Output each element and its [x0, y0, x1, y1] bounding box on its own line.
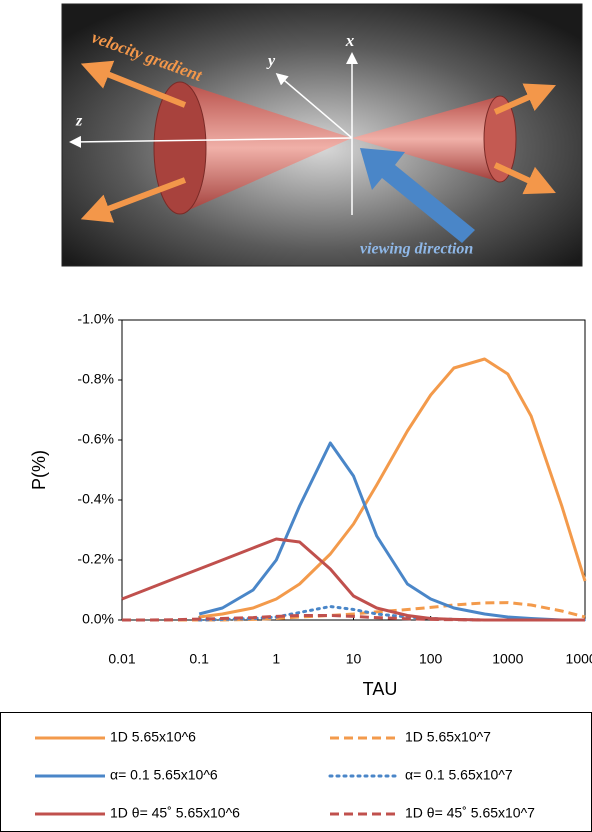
y-tick-label: -0.6% — [77, 431, 114, 447]
legend-label: 1D θ= 45˚ 5.65x10^7 — [405, 805, 535, 821]
arrow — [80, 60, 187, 108]
cone-left-base — [153, 81, 207, 215]
axis-label: x — [345, 31, 355, 50]
axis-z — [69, 135, 353, 148]
cone-left — [180, 82, 352, 214]
y-tick-label: -0.2% — [77, 551, 114, 567]
legend-label: 1D θ= 45˚ 5.65x10^6 — [110, 805, 240, 821]
series-line — [198, 441, 585, 622]
plot-frame — [121, 319, 586, 621]
axis-label: y — [266, 53, 276, 70]
x-tick-label: 10000 — [566, 651, 592, 667]
legend-label: 1D 5.65x10^7 — [405, 729, 491, 745]
axis-label: z — [75, 113, 83, 130]
axis-y — [275, 73, 353, 139]
y-axis-title: P(%) — [29, 450, 49, 490]
y-tick-label: -0.4% — [77, 491, 114, 507]
legend-label: α= 0.1 5.65x10^7 — [405, 767, 513, 783]
x-tick-label: 0.1 — [189, 651, 209, 667]
x-tick-label: 1000 — [492, 651, 523, 667]
y-tick-label: -0.8% — [77, 371, 114, 387]
arrow — [493, 162, 556, 195]
arrow — [80, 177, 187, 223]
legend-label: 1D 5.65x10^6 — [110, 729, 196, 745]
series-line — [122, 614, 585, 622]
series-line — [199, 357, 587, 619]
series-line — [121, 537, 585, 622]
y-tick-label: -1.0% — [77, 311, 114, 327]
x-tick-label: 0.01 — [108, 651, 135, 667]
x-axis-title: TAU — [363, 679, 398, 699]
view-arrow — [360, 148, 475, 243]
legend-label: α= 0.1 5.65x10^6 — [110, 767, 218, 783]
x-tick-label: 1 — [272, 651, 280, 667]
viewing-label: viewing direction — [360, 241, 473, 258]
cone-right — [352, 96, 500, 182]
cone-right-base — [483, 95, 517, 183]
diagram: velocity gradient x y z viewing directio… — [61, 3, 583, 267]
x-tick-label: 10 — [346, 651, 362, 667]
x-tick-label: 100 — [419, 651, 443, 667]
arrow — [493, 83, 556, 115]
y-tick-label: 0.0% — [82, 611, 114, 627]
